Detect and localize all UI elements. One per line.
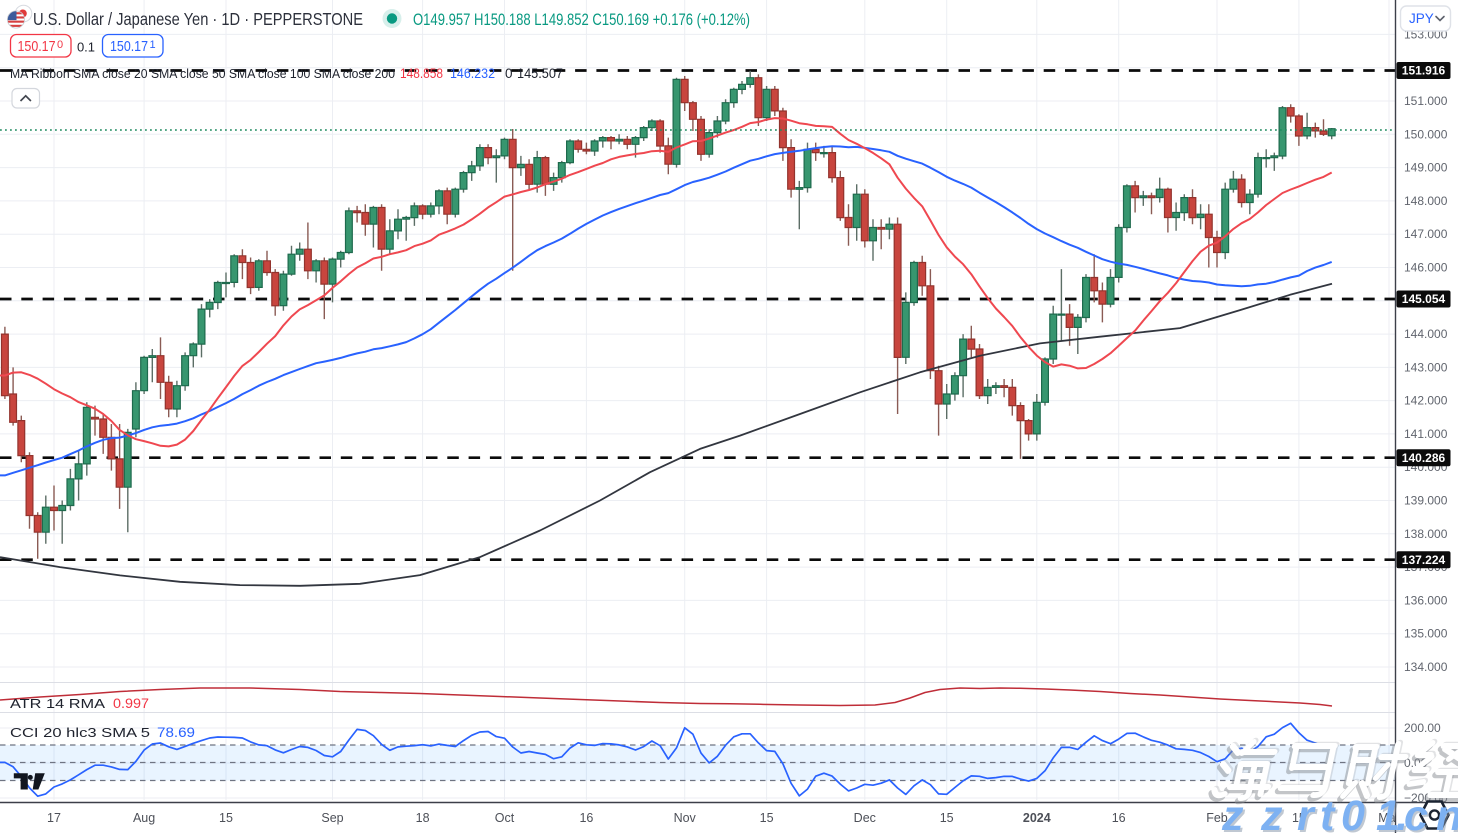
svg-text:136.000: 136.000 xyxy=(1404,593,1448,607)
svg-text:1: 1 xyxy=(1376,792,1400,833)
svg-text:17: 17 xyxy=(47,811,61,825)
svg-text:CCI 20 hlc3 SMA 5: CCI 20 hlc3 SMA 5 xyxy=(10,725,150,740)
svg-text:151.916: 151.916 xyxy=(1402,64,1446,78)
svg-text:2024: 2024 xyxy=(1023,811,1051,825)
svg-text:t: t xyxy=(1322,794,1338,833)
svg-text:145.507: 145.507 xyxy=(517,66,563,81)
svg-text:z: z xyxy=(1260,792,1283,833)
svg-text:0.997: 0.997 xyxy=(113,696,149,711)
svg-text:18: 18 xyxy=(416,811,430,825)
svg-text:t: t xyxy=(1320,792,1336,833)
svg-text:0: 0 xyxy=(505,66,513,81)
svg-text:Sep: Sep xyxy=(321,811,343,825)
svg-text:r: r xyxy=(1299,794,1318,833)
svg-text:O149.957 H150.188 L149.852 C15: O149.957 H150.188 L149.852 C150.169 +0.1… xyxy=(413,11,750,29)
svg-text:.: . xyxy=(1396,792,1408,833)
svg-text:151.000: 151.000 xyxy=(1404,94,1448,108)
svg-text:148.000: 148.000 xyxy=(1404,194,1448,208)
svg-text:n: n xyxy=(1436,792,1458,833)
svg-text:144.000: 144.000 xyxy=(1404,327,1448,341)
svg-text:z: z xyxy=(1223,794,1246,833)
svg-text:15: 15 xyxy=(1292,811,1306,825)
svg-text:0: 0 xyxy=(1343,794,1367,833)
svg-text:n: n xyxy=(1438,794,1458,833)
svg-text:141.000: 141.000 xyxy=(1404,427,1448,441)
svg-text:MA Ribbon SMA close 20 SMA clo: MA Ribbon SMA close 20 SMA close 50 SMA … xyxy=(10,66,395,81)
svg-text:0: 0 xyxy=(57,39,63,51)
svg-text:15: 15 xyxy=(760,811,774,825)
svg-text:145.054: 145.054 xyxy=(1402,292,1446,306)
svg-text:16: 16 xyxy=(1112,811,1126,825)
svg-text:138.000: 138.000 xyxy=(1404,527,1448,541)
svg-text:78.69: 78.69 xyxy=(157,725,195,740)
svg-text:140.286: 140.286 xyxy=(1402,451,1446,465)
svg-text:Nov: Nov xyxy=(674,811,697,825)
svg-text:Dec: Dec xyxy=(854,811,876,825)
svg-text:146.232: 146.232 xyxy=(450,66,495,81)
svg-text:c: c xyxy=(1404,792,1428,833)
svg-text:c: c xyxy=(1406,794,1430,833)
svg-text:142.000: 142.000 xyxy=(1404,394,1448,408)
svg-text:0.1: 0.1 xyxy=(77,40,95,55)
svg-text:149.000: 149.000 xyxy=(1404,161,1448,175)
svg-text:z: z xyxy=(1262,794,1285,833)
svg-text:U.S. Dollar / Japanese Yen · 1: U.S. Dollar / Japanese Yen · 1D · PEPPER… xyxy=(33,9,363,29)
svg-text:Mar: Mar xyxy=(1378,811,1400,825)
svg-text:148.858: 148.858 xyxy=(400,66,443,81)
svg-text:137.224: 137.224 xyxy=(1402,553,1446,567)
svg-text:16: 16 xyxy=(579,811,593,825)
svg-text:15: 15 xyxy=(219,811,233,825)
svg-text:0: 0 xyxy=(1341,792,1365,833)
svg-text:150.000: 150.000 xyxy=(1404,127,1448,141)
svg-text:200.00: 200.00 xyxy=(1404,721,1441,735)
svg-text:Oct: Oct xyxy=(495,811,515,825)
svg-text:150.17: 150.17 xyxy=(18,38,56,55)
svg-text:z: z xyxy=(1221,792,1244,833)
svg-text:ATR 14 RMA: ATR 14 RMA xyxy=(10,696,105,711)
svg-text:134.000: 134.000 xyxy=(1404,660,1448,674)
svg-text:150.17: 150.17 xyxy=(110,38,148,55)
svg-text:139.000: 139.000 xyxy=(1404,494,1448,508)
svg-text:r: r xyxy=(1297,792,1316,833)
svg-text:1: 1 xyxy=(150,39,156,51)
svg-text:Feb: Feb xyxy=(1206,811,1228,825)
svg-text:135.000: 135.000 xyxy=(1404,627,1448,641)
svg-text:JPY: JPY xyxy=(1409,11,1434,26)
svg-text:.: . xyxy=(1398,794,1410,833)
svg-text:Aug: Aug xyxy=(133,811,155,825)
svg-text:1: 1 xyxy=(1378,794,1402,833)
svg-text:147.000: 147.000 xyxy=(1404,227,1448,241)
svg-text:143.000: 143.000 xyxy=(1404,360,1448,374)
svg-text:15: 15 xyxy=(940,811,954,825)
svg-text:146.000: 146.000 xyxy=(1404,261,1448,275)
